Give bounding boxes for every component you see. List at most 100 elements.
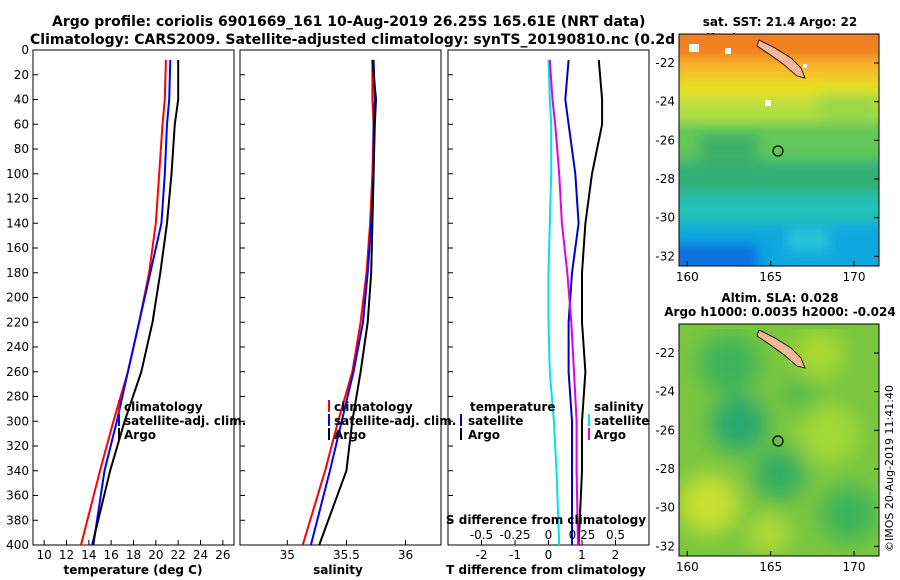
depth-tick-label: 320 [6,439,29,453]
x-tick-label: 2 [612,548,620,562]
lon-tick-label: 165 [759,560,782,574]
depth-tick-labels: 0 20 40 60 80 100 120 140 160 180 200 220 240 260 280 3… [6,43,29,552]
s-diff-tick-label: 0 [545,528,553,542]
depth-tick-label: 240 [6,340,29,354]
lat-tick-label: -32 [655,249,675,263]
depth-tick-label: 80 [14,142,29,156]
s-diff-tick-label: 0.5 [606,528,625,542]
series-line-s-satellite [547,59,561,545]
sla-map-subtitle: Argo h1000: 0.0035 h2000: -0.024 [664,305,895,319]
series-line-satellite-adj-clim- [309,59,376,545]
depth-tick-label: 260 [6,365,29,379]
legend-label-satellite: satellite-adj. clim. [334,414,456,428]
x-tick-label: -1 [509,548,521,562]
series-line-satellite-adj-clim- [92,59,172,545]
temperature-x-ticks: 10 12 14 16 18 20 22 24 26 [37,540,230,562]
series-line-t-argo [577,59,604,545]
sla-map [678,323,880,557]
x-tick-label: 16 [104,548,119,562]
lat-tick-label: -24 [655,385,675,399]
lon-tick-label: 170 [843,270,866,284]
sla-profile-marker [772,435,784,447]
lat-tick-label: -26 [655,423,675,437]
x-tick-label: 35.5 [333,548,360,562]
legend-label-t-satellite: satellite [468,414,523,428]
legend-label-satellite: satellite-adj. clim. [124,414,246,428]
depth-tick-label: 60 [14,117,29,131]
lat-tick-label: -22 [655,56,675,70]
lon-tick-label: 160 [676,270,699,284]
x-tick-label: 18 [126,548,141,562]
depth-tick-label: 180 [6,266,29,280]
lat-tick-label: -22 [655,346,675,360]
s-diff-x-label: S difference from climatology [446,513,646,527]
imos-stamp: ©IMOS 20-Aug-2019 11:41:40 [883,385,896,552]
x-tick-label: 10 [37,548,52,562]
salinity-series [301,59,377,545]
t-diff-x-ticks: -2 -1 0 1 2 [476,540,620,562]
depth-tick-label: 300 [6,414,29,428]
legend-label-climatology: climatology [124,400,203,414]
depth-tick-label: 380 [6,513,29,527]
depth-tick-label: 140 [6,216,29,230]
legend-label-argo: Argo [334,428,366,442]
salinity-x-ticks: 35 35.5 36 [280,540,413,562]
x-tick-label: 14 [81,548,96,562]
temperature-x-label: temperature (deg C) [64,563,203,577]
sst-map [678,33,880,267]
series-line-climatology [301,59,375,545]
depth-tick-label: 0 [21,43,29,57]
depth-tick-label: 120 [6,192,29,206]
t-diff-x-label: T difference from climatology [446,563,646,577]
lon-tick-label: 170 [843,560,866,574]
x-tick-label: 20 [148,548,163,562]
x-tick-label: -2 [476,548,488,562]
title-line-2: Climatology: CARS2009. Satellite-adjuste… [30,32,738,48]
lat-tick-label: -26 [655,133,675,147]
sst-profile-marker [772,145,784,157]
depth-tick-label: 360 [6,489,29,503]
salinity-panel-frame [239,49,442,546]
depth-tick-label: 340 [6,464,29,478]
sla-lat-ticks: -22 -24 -26 -28 -30 -32 [655,346,879,553]
depth-tick-label: 200 [6,291,29,305]
depth-tick-label: 40 [14,93,29,107]
temperature-panel-frame [32,49,235,546]
s-diff-tick-label: -0.5 [470,528,493,542]
lat-tick-label: -24 [655,95,675,109]
x-tick-label: 36 [398,548,413,562]
salinity-x-label: salinity [313,563,363,577]
temperature-legend: climatology satellite-adj. clim. Argo [118,400,246,442]
legend-label-t-argo: Argo [468,428,500,442]
salinity-legend: climatology satellite-adj. clim. Argo [328,400,456,442]
sla-lon-ticks: 160 165 170 [676,551,866,574]
depth-tick-marks [33,49,453,546]
x-tick-label: 26 [215,548,230,562]
legend-label-argo: Argo [124,428,156,442]
series-line-climatology [80,59,167,545]
s-diff-x-ticks: -0.5 -0.25 0 0.25 0.5 [470,528,625,542]
title-line-1: Argo profile: coriolis 6901669_161 10-Au… [52,14,645,30]
difference-series [547,59,604,545]
lat-tick-label: -28 [655,172,675,186]
x-tick-label: 24 [193,548,208,562]
lon-tick-label: 160 [676,560,699,574]
lon-tick-label: 165 [759,270,782,284]
depth-tick-label: 280 [6,390,29,404]
series-line-argo [318,59,377,545]
legend-title-temperature: temperature [470,400,555,414]
depth-tick-label: 20 [14,68,29,82]
difference-legend: temperature satellite Argo salinity sate… [460,400,649,442]
x-tick-label: 12 [59,548,74,562]
x-tick-label: 0 [545,548,553,562]
series-line-s-argo [548,59,579,545]
depth-tick-label: 400 [6,538,29,552]
lat-tick-label: -30 [655,211,675,225]
lat-tick-label: -28 [655,462,675,476]
sla-map-title: Altim. SLA: 0.028 [721,291,838,305]
x-tick-label: 1 [578,548,586,562]
legend-label-climatology: climatology [334,400,413,414]
series-line-t-satellite [564,59,580,545]
x-tick-label: 22 [171,548,186,562]
